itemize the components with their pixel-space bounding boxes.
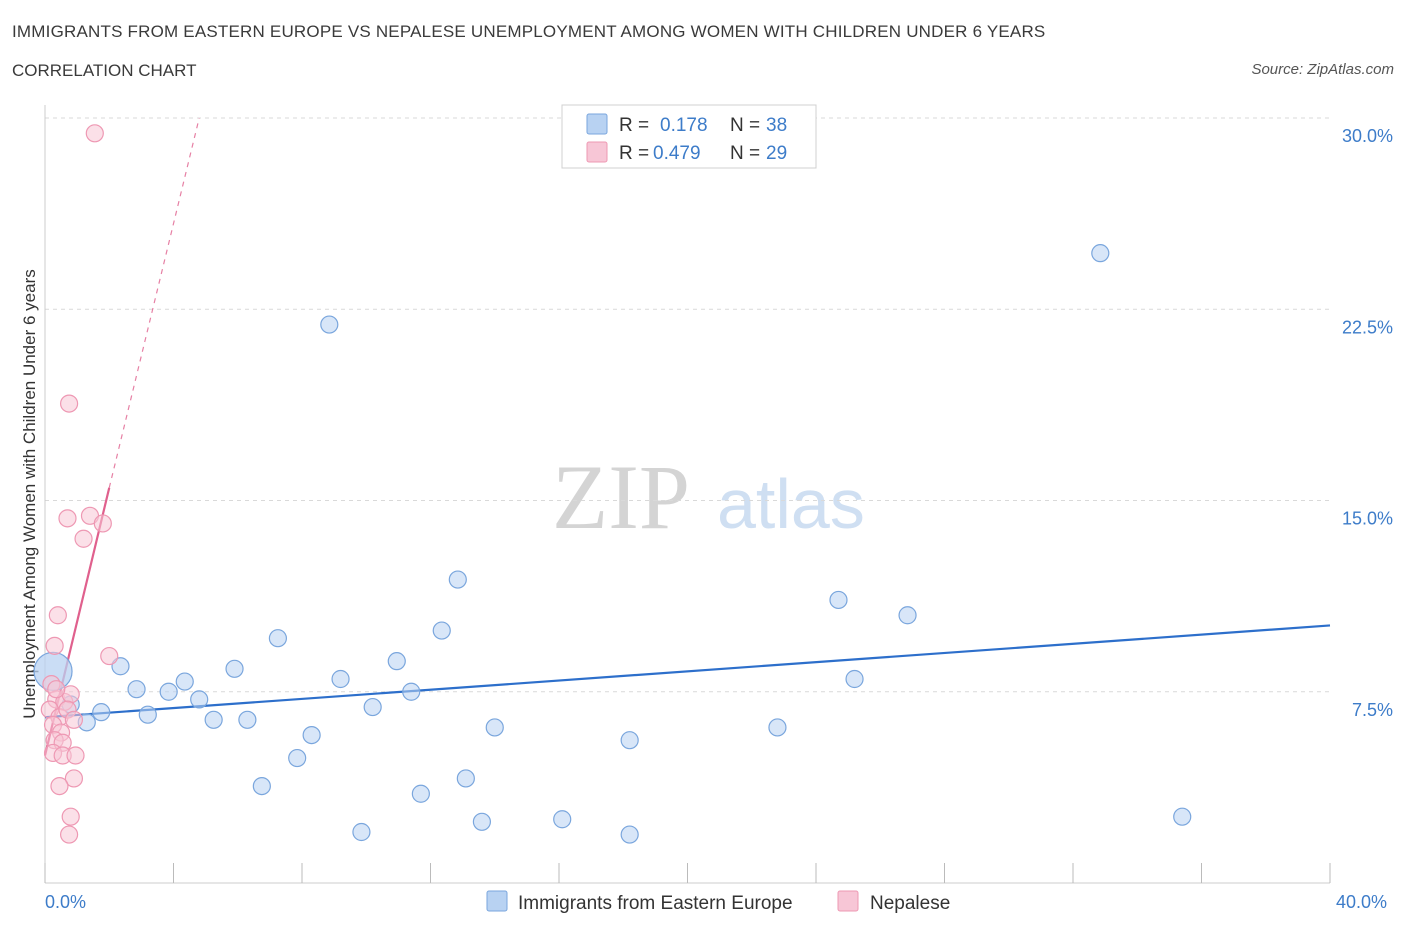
- nepalese-point: [50, 776, 69, 796]
- immigrants-point: [175, 672, 194, 691]
- immigrants-point: [411, 784, 430, 803]
- stats-n-value-blue: 38: [766, 115, 787, 136]
- nepalese-point: [45, 636, 64, 655]
- stats-n-label-blue: N =: [730, 115, 760, 136]
- chart-title: IMMIGRANTS FROM EASTERN EUROPE VS NEPALE…: [12, 22, 1046, 41]
- nepalese-point: [59, 825, 79, 844]
- stats-n-label-pink: N =: [730, 143, 760, 164]
- immigrants-point: [1091, 244, 1110, 263]
- immigrants-point: [320, 315, 339, 334]
- immigrants-point: [432, 621, 451, 640]
- immigrants-point: [331, 669, 350, 689]
- immigrants-point: [127, 680, 146, 699]
- immigrants-point: [620, 731, 639, 750]
- immigrants-point: [138, 705, 157, 724]
- immigrants-point: [204, 710, 223, 729]
- immigrants-point: [402, 682, 421, 701]
- immigrants-point: [159, 682, 178, 701]
- immigrants-point: [190, 690, 209, 709]
- immigrants-point: [898, 606, 917, 625]
- nepalese-point: [100, 646, 119, 666]
- immigrants-point: [252, 776, 271, 796]
- immigrants-point: [553, 810, 572, 829]
- stats-r-label-pink: R =: [619, 143, 649, 164]
- y-tick-label: 15.0%: [1342, 509, 1393, 529]
- chart-subtitle: CORRELATION CHART: [12, 61, 197, 80]
- y-tick-label: 30.0%: [1342, 126, 1393, 146]
- legend-swatch-nepalese: [837, 890, 859, 912]
- immigrants-point: [472, 812, 491, 831]
- immigrants-point: [845, 669, 864, 689]
- immigrants-point: [268, 629, 288, 648]
- chart-source: Source: ZipAtlas.com: [1251, 61, 1394, 78]
- immigrants-point: [288, 748, 307, 768]
- y-axis-label: Unemployment Among Women with Children U…: [20, 269, 39, 718]
- immigrants-point: [1173, 807, 1192, 826]
- legend-swatch-immigrants: [486, 890, 508, 912]
- nepalese-point: [61, 807, 80, 826]
- nepalese-point: [58, 509, 77, 528]
- immigrants-point: [225, 659, 244, 678]
- immigrants-point: [485, 718, 504, 737]
- stats-r-label-blue: R =: [619, 115, 649, 136]
- trend-lines: [43, 117, 1331, 756]
- immigrants-point: [829, 590, 848, 610]
- y-tick-label: 22.5%: [1342, 317, 1393, 337]
- stats-swatch-pink: [586, 141, 608, 163]
- immigrants-point: [302, 725, 321, 745]
- nepalese-point: [47, 680, 66, 699]
- watermark: ZIP atlas: [552, 446, 865, 548]
- nepalese-point: [64, 710, 84, 729]
- immigrants-point: [238, 710, 257, 729]
- nepalese-point: [66, 746, 85, 765]
- nepalese-point: [48, 606, 67, 625]
- x-tick-label-max: 40.0%: [1336, 892, 1387, 912]
- stats-legend: R = 0.178 N = 38 R = 0.479 N = 29: [561, 104, 817, 169]
- immigrants-point: [363, 697, 382, 717]
- stats-r-value-pink: 0.479: [653, 143, 701, 164]
- legend-label-nepalese: Nepalese: [870, 893, 950, 914]
- immigrants-point: [111, 657, 130, 676]
- immigrants-point: [620, 825, 639, 844]
- immigrants-point: [448, 570, 467, 589]
- nepalese-trend-extension: [108, 117, 200, 488]
- stats-swatch-blue: [586, 113, 608, 135]
- nepalese-point: [59, 394, 79, 413]
- series-legend: Immigrants from Eastern Europe Nepalese: [486, 890, 950, 914]
- legend-label-immigrants: Immigrants from Eastern Europe: [518, 893, 793, 914]
- nepalese-point: [85, 124, 104, 143]
- x-tick-label-min: 0.0%: [45, 892, 86, 912]
- nepalese-point: [74, 529, 93, 548]
- immigrants-point: [456, 769, 475, 788]
- grid-lines: [45, 117, 1330, 693]
- immigrants-trend-line: [44, 624, 1331, 719]
- y-tick-label: 7.5%: [1352, 700, 1393, 720]
- watermark-zip: ZIP: [552, 446, 690, 548]
- immigrants-point: [92, 703, 111, 722]
- immigrants-point: [352, 822, 371, 842]
- x-ticks: [44, 863, 1331, 883]
- y-tick-labels: 7.5% 15.0% 22.5% 30.0%: [1342, 126, 1393, 720]
- stats-r-value-blue: 0.178: [660, 115, 708, 136]
- nepalese-point: [93, 514, 112, 533]
- stats-n-value-pink: 29: [766, 143, 787, 164]
- nepalese-point: [64, 769, 84, 788]
- data-points: [33, 124, 1192, 844]
- watermark-atlas: atlas: [717, 465, 865, 543]
- immigrants-point: [387, 652, 406, 671]
- immigrants-point: [768, 718, 787, 737]
